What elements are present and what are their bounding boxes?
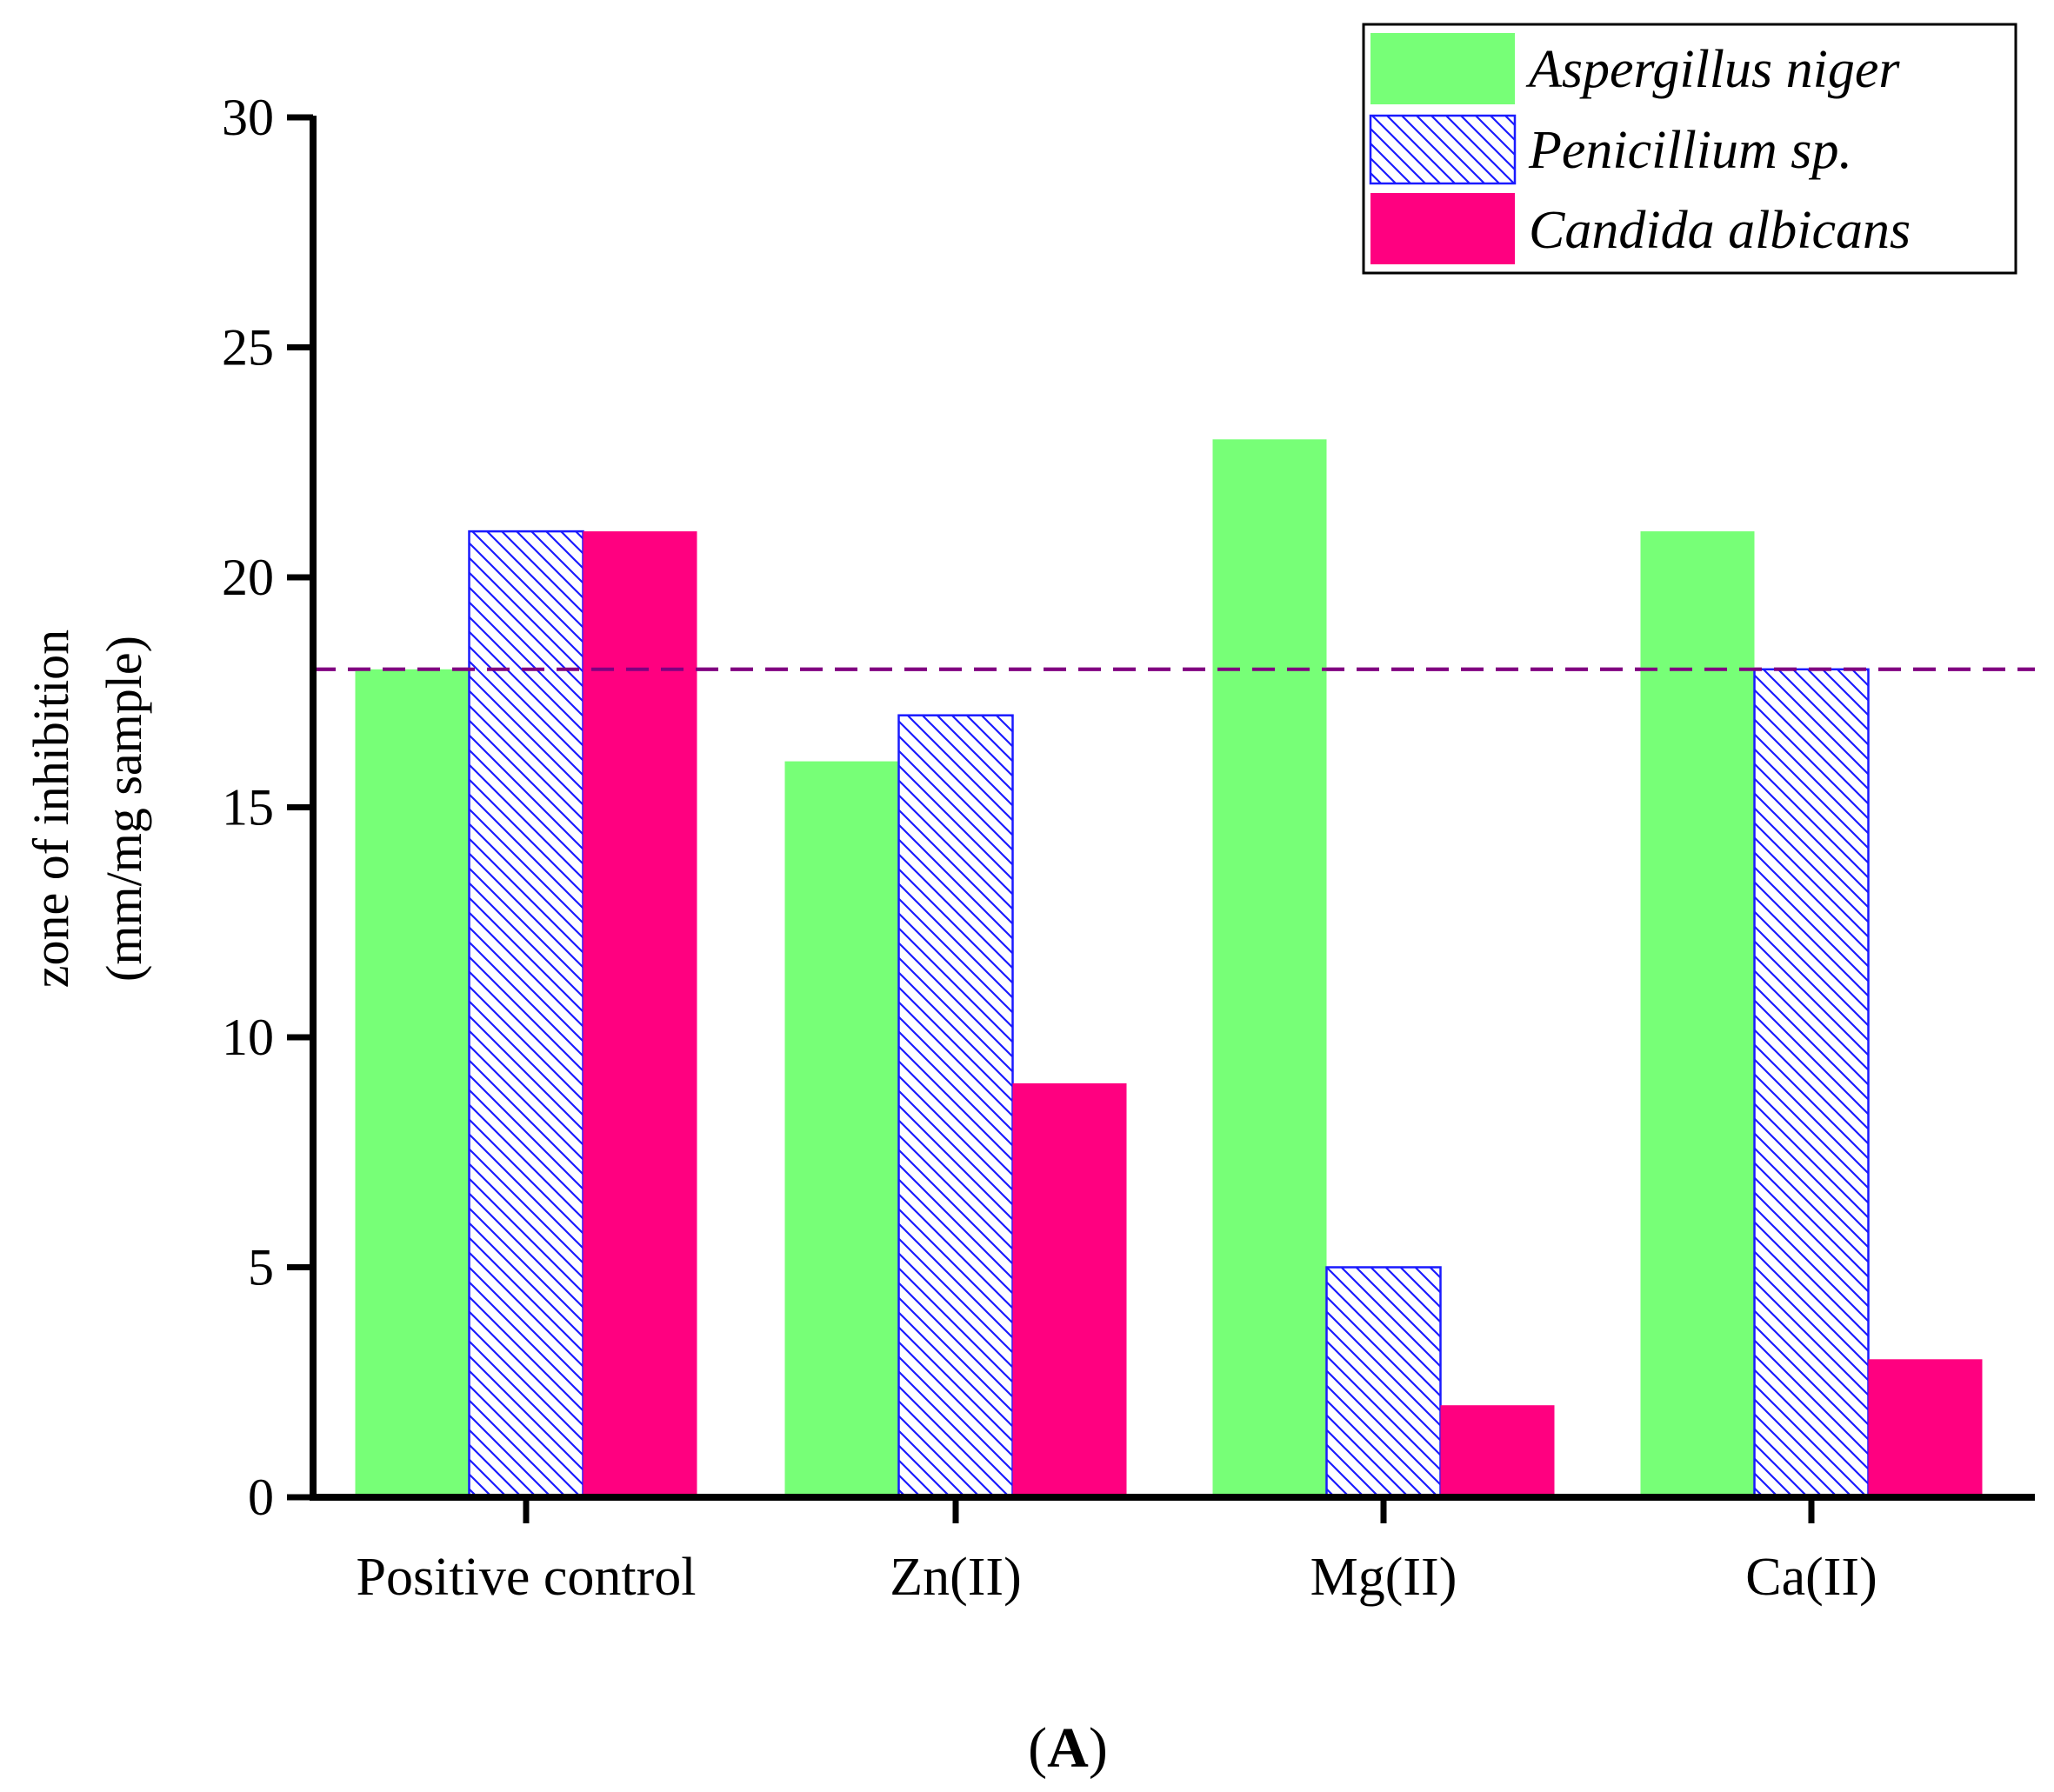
y-tick-label: 20 xyxy=(222,549,274,606)
y-axis-title-line1: zone of inhibition xyxy=(23,630,79,988)
legend-label-candida: Candida albicans xyxy=(1529,201,1911,260)
y-tick-label: 10 xyxy=(222,1009,274,1066)
panel-label-open: ( xyxy=(1028,1716,1047,1780)
y-tick-label: 0 xyxy=(248,1469,274,1526)
x-tick-label: Zn(II) xyxy=(890,1548,1021,1607)
legend-label-penicillium: Penicillium sp. xyxy=(1528,121,1852,180)
bar-positive-control-candida xyxy=(583,531,697,1497)
x-tick-label: Mg(II) xyxy=(1310,1548,1457,1607)
x-tick-label: Ca(II) xyxy=(1745,1548,1877,1607)
legend: Aspergillus niger Penicillium sp. Candid… xyxy=(1362,23,2017,275)
y-tick-label: 15 xyxy=(222,779,274,836)
panel-label-letter: A xyxy=(1047,1716,1089,1780)
x-tick-label: Positive control xyxy=(357,1548,697,1607)
legend-swatch-candida xyxy=(1370,193,1515,264)
bar-mg-ii-penicillium xyxy=(1325,1266,1442,1499)
bar-positive-control-penicillium xyxy=(468,530,584,1499)
bar-ca-ii-candida xyxy=(1868,1359,1983,1497)
bar-zn-ii-aspergillus xyxy=(784,761,899,1497)
legend-swatch-aspergillus xyxy=(1370,33,1515,104)
legend-swatch-penicillium xyxy=(1369,114,1517,185)
panel-label: (A) xyxy=(1028,1716,1108,1780)
y-tick-label: 5 xyxy=(248,1239,274,1296)
bar-ca-ii-penicillium xyxy=(1753,668,1870,1499)
panel-label-close: ) xyxy=(1089,1716,1108,1780)
y-tick-label: 25 xyxy=(222,319,274,376)
bar-positive-control-aspergillus xyxy=(355,669,470,1497)
bar-zn-ii-candida xyxy=(1012,1083,1127,1497)
y-axis-title-line2: (mm/mg sample) xyxy=(96,636,152,982)
bar-mg-ii-candida xyxy=(1440,1405,1555,1497)
bar-ca-ii-aspergillus xyxy=(1640,531,1755,1497)
bar-zn-ii-penicillium xyxy=(897,714,1014,1499)
bar-mg-ii-aspergillus xyxy=(1212,439,1327,1497)
legend-label-aspergillus: Aspergillus niger xyxy=(1525,40,1900,99)
y-tick-label: 30 xyxy=(222,89,274,146)
